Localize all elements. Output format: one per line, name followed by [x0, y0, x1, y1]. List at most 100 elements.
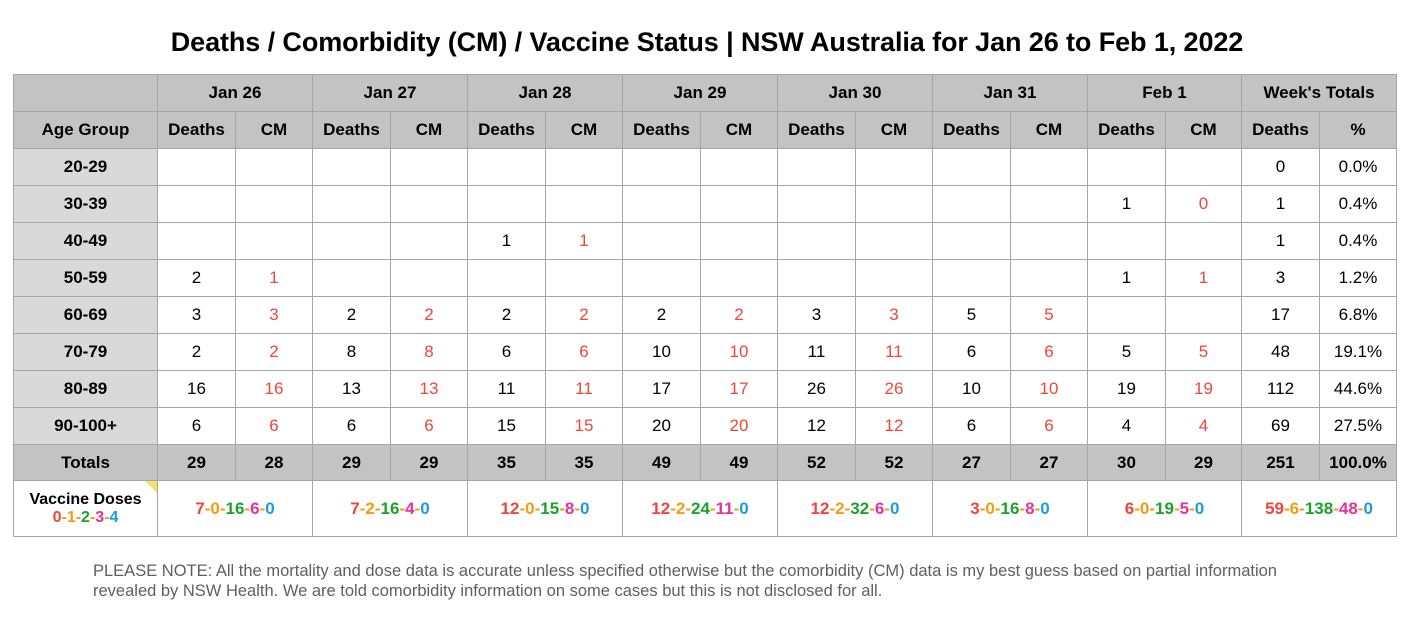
table-row: 70-79 2 2 8 8 6 6 10 10 11 11 6 6 5 5 48 19.1%	[13, 333, 1397, 371]
vaccine-doses-day-5: 3-0-16-8-0	[932, 480, 1088, 537]
table-row: 60-69 3 3 2 2 2 2 2 2 3 3 5 5 17 6.8%	[13, 296, 1397, 334]
dose-value-3: 48	[1338, 498, 1358, 518]
dose-separator: -	[574, 498, 580, 518]
deaths-cell: 2	[157, 259, 236, 297]
dose-value-0: 0	[52, 508, 62, 526]
cm-cell: 11	[855, 333, 933, 371]
week-deaths-cell: 48	[1241, 333, 1320, 371]
dose-separator: -	[1284, 498, 1290, 518]
deaths-cell: 10	[932, 370, 1011, 408]
table-row: 80-89 16 16 13 13 11 11 17 17 26 26 10 10 19 19 112 44.6…	[13, 370, 1397, 408]
deaths-cell: 26	[777, 370, 856, 408]
dose-separator: -	[869, 498, 875, 518]
deaths-cell: 5	[932, 296, 1011, 334]
dose-separator: -	[1019, 498, 1026, 518]
week-total-pct-cell: 100.0%	[1319, 444, 1397, 481]
cm-cell: 2	[700, 296, 778, 334]
deaths-cell: 2	[467, 296, 546, 334]
deaths-cell: 11	[467, 370, 546, 408]
total-deaths-cell: 52	[777, 444, 856, 481]
deaths-cell: 4	[1087, 407, 1166, 445]
deaths-cell	[467, 148, 546, 186]
dose-separator: -	[1173, 498, 1180, 518]
dose-value-3: 3	[95, 508, 105, 526]
week-deaths-cell: 3	[1241, 259, 1320, 297]
dose-value-4: 0	[1363, 498, 1373, 518]
dose-separator: -	[884, 498, 890, 518]
table-row: 90-100+ 6 6 6 6 15 15 20 20 12 12 6 6 4 4 69 27.5%	[13, 407, 1397, 445]
day-header-1: Jan 27	[312, 74, 468, 112]
dose-value-0: 3	[970, 498, 980, 518]
dose-separator: -	[519, 498, 526, 518]
dose-value-2: 19	[1155, 498, 1174, 518]
dose-value-2: 138	[1304, 498, 1334, 518]
cm-cell: 3	[855, 296, 933, 334]
dose-separator: -	[1034, 498, 1041, 518]
footnote: PLEASE NOTE: All the mortality and dose …	[93, 562, 1277, 600]
total-cm-cell: 52	[855, 444, 933, 481]
dose-value-1: 2	[675, 498, 686, 518]
deaths-cell	[932, 185, 1011, 223]
deaths-cell	[467, 259, 546, 297]
cm-cell: 2	[390, 296, 468, 334]
deaths-cell	[622, 259, 701, 297]
week-totals-header: Week's Totals	[1241, 74, 1397, 112]
week-deaths-cell: 69	[1241, 407, 1320, 445]
cm-cell: 6	[1010, 333, 1088, 371]
cm-cell	[700, 259, 778, 297]
dose-value-1: 6	[1289, 498, 1300, 518]
day-header-5: Jan 31	[932, 74, 1088, 112]
cm-cell: 2	[545, 296, 623, 334]
dose-value-3: 8	[564, 498, 575, 518]
cm-cell	[390, 222, 468, 260]
cm-cell	[545, 259, 623, 297]
cm-subheader: CM	[390, 111, 468, 149]
cm-cell	[235, 222, 313, 260]
total-cm-cell: 49	[700, 444, 778, 481]
cm-cell: 1	[545, 222, 623, 260]
dose-separator: -	[104, 508, 110, 526]
day-header-3: Jan 29	[622, 74, 778, 112]
deaths-subheader: Deaths	[157, 111, 236, 149]
cm-cell	[1010, 185, 1088, 223]
deaths-cell: 1	[1087, 259, 1166, 297]
total-deaths-cell: 27	[932, 444, 1011, 481]
vaccine-doses-week: 59-6-138-48-0	[1241, 480, 1397, 537]
dose-separator: -	[359, 498, 366, 518]
deaths-subheader: Deaths	[312, 111, 391, 149]
dose-value-1: 1	[66, 508, 76, 526]
cm-cell: 6	[545, 333, 623, 371]
deaths-cell	[932, 259, 1011, 297]
deaths-cell	[777, 148, 856, 186]
vaccine-doses-day-2: 12-0-15-8-0	[467, 480, 623, 537]
totals-label: Totals	[13, 444, 158, 481]
dose-value-3: 4	[405, 498, 415, 518]
cm-cell: 10	[1010, 370, 1088, 408]
cm-cell	[1010, 222, 1088, 260]
vaccine-doses-day-1: 7-2-16-4-0	[312, 480, 468, 537]
total-cm-cell: 29	[1165, 444, 1242, 481]
dose-sequence: 3-0-16-8-0	[970, 499, 1049, 518]
dose-value-4: 0	[890, 498, 900, 518]
week-pct-cell: 0.4%	[1319, 222, 1397, 260]
age-group-label: 50-59	[13, 259, 158, 297]
dose-value-0: 6	[1124, 498, 1135, 518]
week-pct-cell: 6.8%	[1319, 296, 1397, 334]
dose-separator: -	[399, 498, 406, 518]
dose-value-0: 59	[1265, 498, 1284, 518]
week-deaths-cell: 1	[1241, 185, 1320, 223]
deaths-cell: 15	[467, 407, 546, 445]
cm-cell: 26	[855, 370, 933, 408]
dose-value-0: 12	[651, 498, 671, 518]
week-pct-subheader: %	[1319, 111, 1397, 149]
dose-value-1: 0	[1139, 498, 1150, 518]
vaccine-doses-label: Vaccine Doses 0-1-2-3-4	[13, 480, 158, 537]
dose-value-2: 16	[225, 498, 245, 518]
dose-value-4: 0	[420, 498, 430, 518]
dose-value-2: 2	[81, 508, 90, 526]
deaths-cell: 1	[1087, 185, 1166, 223]
deaths-cell	[467, 185, 546, 223]
dose-separator: -	[733, 498, 740, 518]
dose-separator: -	[219, 498, 226, 518]
dose-separator: -	[994, 498, 1001, 518]
